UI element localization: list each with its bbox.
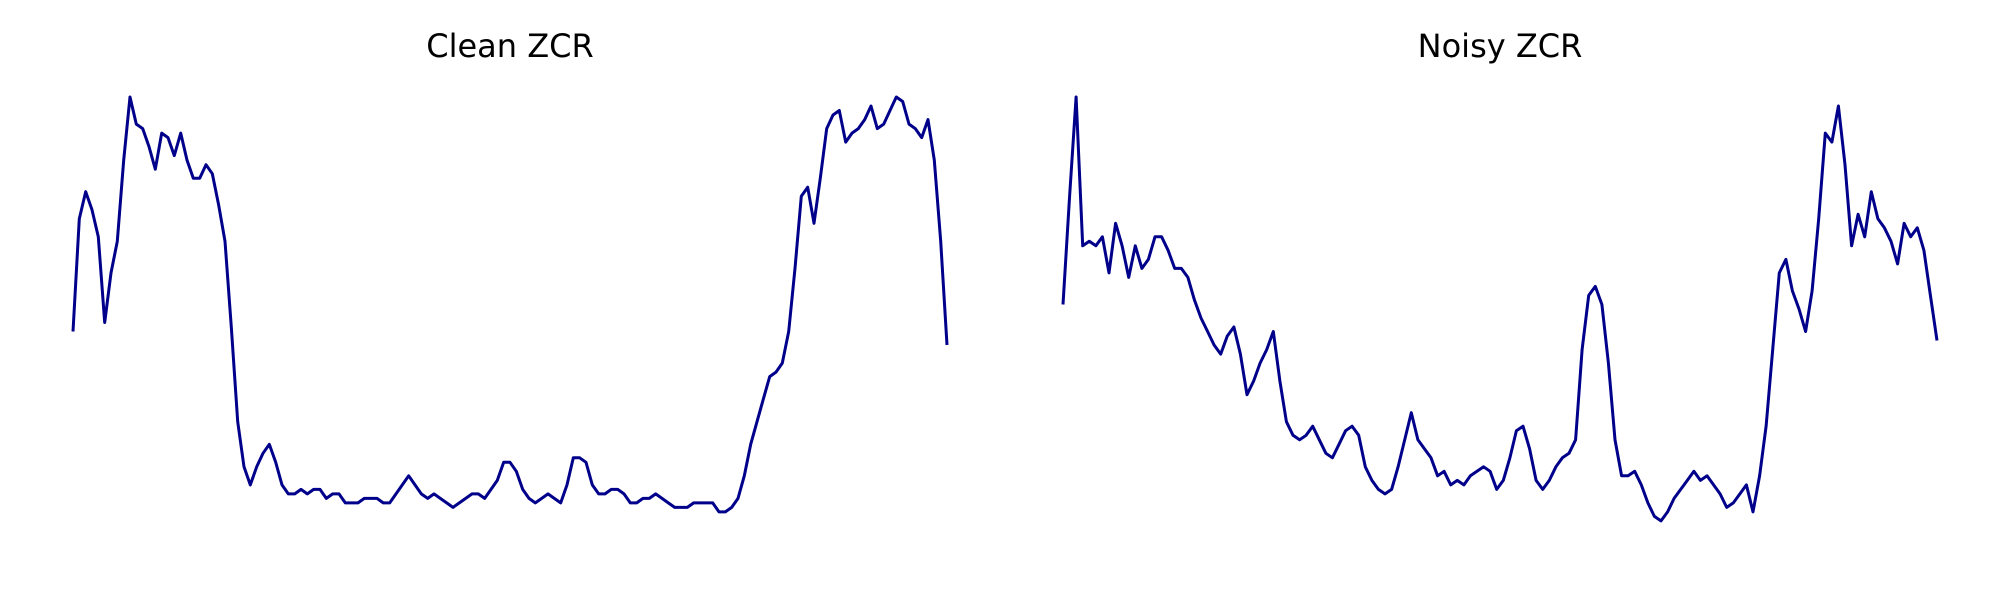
noisy-zcr-line (1061, 95, 1939, 523)
clean-zcr-panel: Clean ZCR (71, 27, 949, 514)
noisy-zcr-title: Noisy ZCR (1418, 27, 1583, 65)
clean-zcr-title: Clean ZCR (426, 27, 593, 65)
clean-zcr-line (71, 95, 949, 514)
noisy-zcr-panel: Noisy ZCR (1061, 27, 1939, 523)
